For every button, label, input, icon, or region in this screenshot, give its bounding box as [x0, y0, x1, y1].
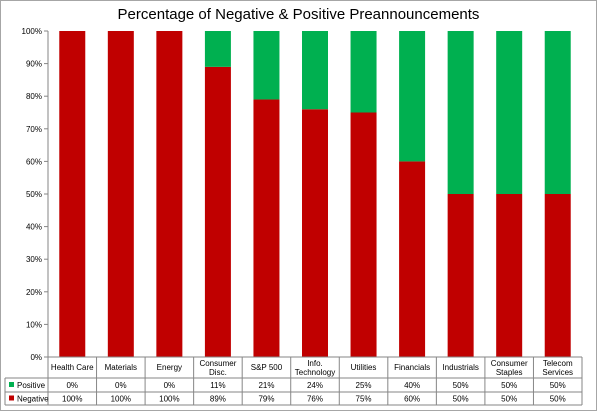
data-label-negative: 76% — [307, 395, 323, 404]
chart-title: Percentage of Negative & Positive Preann… — [117, 6, 480, 23]
y-tick-label: 60% — [26, 157, 42, 166]
bar-negative — [399, 161, 426, 357]
bar-negative — [302, 109, 328, 358]
y-tick-label: 90% — [26, 60, 42, 69]
y-tick-label: 10% — [26, 320, 42, 329]
category-label: Health Care — [51, 363, 94, 372]
category-label: Disc. — [209, 368, 227, 377]
y-tick-label: 100% — [22, 27, 42, 36]
category-label: Technology — [295, 368, 335, 377]
data-label-negative: 60% — [404, 395, 420, 404]
y-tick-label: 40% — [26, 223, 42, 232]
category-label: Telecom — [543, 359, 573, 368]
bar-positive — [204, 31, 231, 67]
bar-negative — [156, 31, 183, 357]
bar-positive — [544, 31, 571, 194]
data-label-positive: 0% — [115, 381, 127, 390]
data-label-positive: 0% — [164, 381, 176, 390]
legend-label-positive: Positive — [17, 381, 46, 390]
data-label-positive: 24% — [307, 381, 323, 390]
y-tick-label: 30% — [26, 255, 42, 264]
data-label-negative: 50% — [453, 395, 469, 404]
data-label-positive: 50% — [501, 381, 517, 390]
bar-negative — [447, 194, 474, 357]
category-label: Staples — [496, 368, 523, 377]
data-label-positive: 50% — [453, 381, 469, 390]
bar-negative — [350, 112, 377, 357]
data-label-positive: 0% — [66, 381, 78, 390]
category-label: Utilities — [351, 363, 377, 372]
bar-positive — [302, 31, 328, 110]
bar-positive — [253, 31, 280, 100]
bar-negative — [544, 194, 571, 357]
data-label-negative: 100% — [62, 395, 82, 404]
data-label-negative: 100% — [111, 395, 131, 404]
data-label-negative: 50% — [550, 395, 566, 404]
category-label: Industrials — [442, 363, 478, 372]
bar-negative — [496, 194, 523, 357]
data-label-positive: 40% — [404, 381, 420, 390]
category-label: Consumer — [199, 359, 236, 368]
legend-swatch-positive — [9, 382, 14, 387]
bar-negative — [107, 31, 134, 357]
data-label-negative: 100% — [159, 395, 179, 404]
y-tick-label: 80% — [26, 92, 42, 101]
bar-negative — [59, 31, 86, 357]
data-label-positive: 50% — [550, 381, 566, 390]
legend-swatch-negative — [9, 395, 14, 401]
bar-positive — [399, 31, 426, 162]
category-label: S&P 500 — [251, 363, 283, 372]
category-label: Consumer — [491, 359, 528, 368]
data-label-positive: 21% — [258, 381, 274, 390]
y-tick-label: 70% — [26, 125, 42, 134]
data-label-negative: 79% — [258, 395, 274, 404]
category-label: Info. — [307, 359, 323, 368]
bar-positive — [447, 31, 474, 194]
category-label: Materials — [105, 363, 137, 372]
y-tick-label: 0% — [30, 353, 42, 362]
y-tick-label: 50% — [26, 190, 42, 199]
data-label-negative: 50% — [501, 395, 517, 404]
bar-positive — [350, 31, 377, 113]
data-label-negative: 89% — [210, 395, 226, 404]
bar-negative — [253, 99, 280, 358]
category-label: Services — [542, 368, 573, 377]
data-label-positive: 11% — [210, 381, 225, 390]
y-tick-label: 20% — [26, 288, 42, 297]
category-label: Financials — [394, 363, 430, 372]
category-label: Energy — [157, 363, 182, 372]
data-label-positive: 25% — [356, 381, 372, 390]
bar-positive — [496, 31, 523, 194]
legend-label-negative: Negative — [17, 395, 49, 404]
data-label-negative: 75% — [356, 395, 372, 404]
bar-negative — [204, 66, 231, 358]
